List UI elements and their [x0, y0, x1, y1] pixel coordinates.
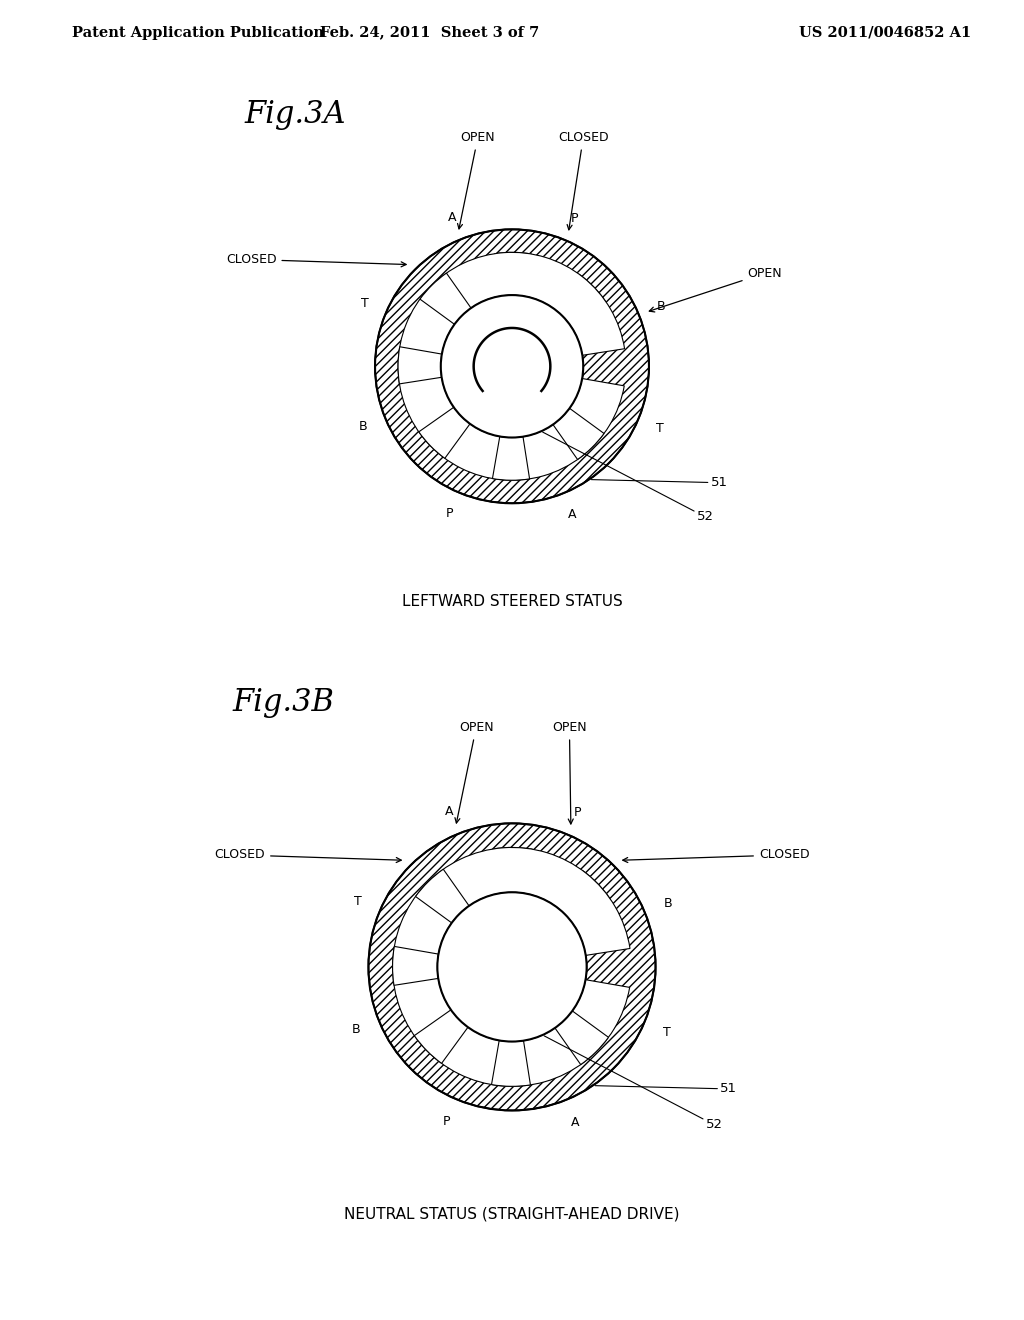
Text: CLOSED: CLOSED — [558, 132, 608, 230]
Text: 51: 51 — [591, 477, 728, 490]
Text: B: B — [359, 420, 368, 433]
Wedge shape — [398, 252, 625, 480]
Wedge shape — [392, 946, 438, 985]
Wedge shape — [375, 230, 649, 503]
Text: OPEN: OPEN — [649, 267, 782, 312]
Text: P: P — [442, 1115, 451, 1129]
Wedge shape — [420, 273, 471, 325]
Text: T: T — [353, 895, 361, 908]
Text: A: A — [444, 805, 454, 817]
Wedge shape — [416, 869, 469, 923]
Text: A: A — [447, 211, 457, 224]
Text: LEFTWARD STEERED STATUS: LEFTWARD STEERED STATUS — [401, 594, 623, 610]
Wedge shape — [492, 1040, 530, 1086]
Text: 52: 52 — [543, 432, 714, 524]
Text: Feb. 24, 2011  Sheet 3 of 7: Feb. 24, 2011 Sheet 3 of 7 — [321, 25, 540, 40]
Wedge shape — [398, 347, 441, 384]
Wedge shape — [369, 824, 655, 1110]
Wedge shape — [495, 252, 531, 296]
Wedge shape — [555, 1011, 608, 1065]
Text: T: T — [360, 297, 369, 310]
Text: T: T — [663, 1026, 671, 1039]
Text: P: P — [445, 507, 454, 520]
Wedge shape — [415, 1010, 468, 1064]
Wedge shape — [392, 847, 630, 1086]
Text: A: A — [570, 1117, 580, 1129]
Text: CLOSED: CLOSED — [214, 849, 401, 862]
Text: CLOSED: CLOSED — [623, 849, 810, 862]
Text: Fig.3A: Fig.3A — [245, 99, 346, 131]
Text: B: B — [656, 300, 665, 313]
Text: T: T — [655, 422, 664, 436]
Text: B: B — [352, 1023, 360, 1036]
Text: 51: 51 — [595, 1082, 737, 1096]
Circle shape — [437, 892, 587, 1041]
Text: Patent Application Publication: Patent Application Publication — [72, 25, 324, 40]
Text: OPEN: OPEN — [552, 721, 587, 824]
Text: P: P — [573, 805, 582, 818]
Circle shape — [440, 296, 584, 437]
Wedge shape — [494, 847, 532, 894]
Wedge shape — [493, 437, 529, 480]
Wedge shape — [419, 408, 470, 458]
Text: CLOSED: CLOSED — [226, 253, 407, 267]
Wedge shape — [554, 275, 605, 325]
Text: B: B — [664, 898, 672, 911]
Text: NEUTRAL STATUS (STRAIGHT-AHEAD DRIVE): NEUTRAL STATUS (STRAIGHT-AHEAD DRIVE) — [344, 1206, 680, 1221]
Text: P: P — [570, 213, 579, 226]
Text: OPEN: OPEN — [455, 721, 494, 824]
Wedge shape — [553, 408, 604, 459]
Text: Fig.3B: Fig.3B — [232, 686, 334, 718]
Wedge shape — [556, 870, 609, 924]
Text: 52: 52 — [544, 1036, 723, 1131]
Text: OPEN: OPEN — [458, 132, 495, 228]
Text: A: A — [567, 508, 577, 521]
Text: US 2011/0046852 A1: US 2011/0046852 A1 — [799, 25, 971, 40]
